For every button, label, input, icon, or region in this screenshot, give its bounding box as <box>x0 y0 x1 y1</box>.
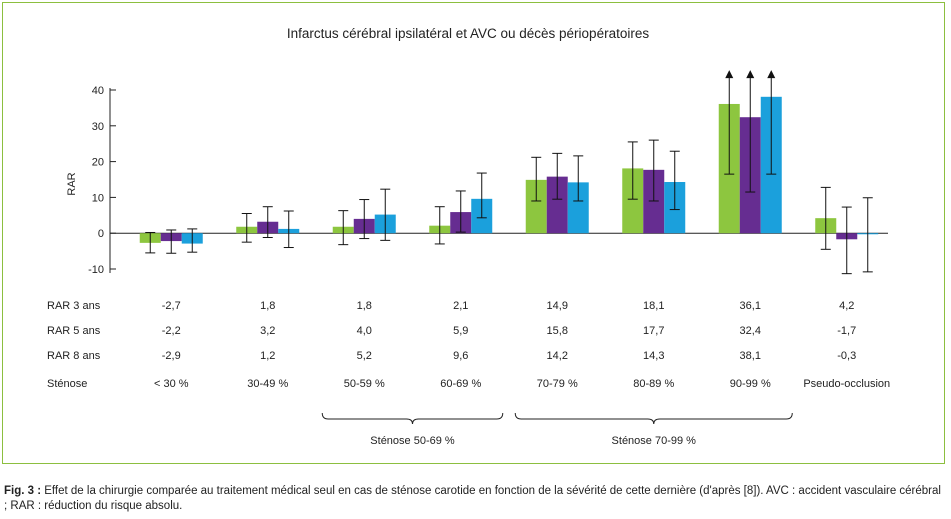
table-cell: 5,9 <box>453 325 468 337</box>
table-cell: 14,3 <box>643 350 664 362</box>
figure-frame: Infarctus cérébral ipsilatéral et AVC ou… <box>2 2 945 464</box>
bar <box>643 169 665 234</box>
rar-chart: Infarctus cérébral ipsilatéral et AVC ou… <box>47 26 890 447</box>
group-braces: Sténose 50-69 % Sténose 70-99 % <box>321 412 793 447</box>
y-tick-label: 20 <box>92 157 104 169</box>
bar <box>622 168 644 234</box>
table-cell: 3,2 <box>260 325 275 337</box>
category-label: 80-89 % <box>633 378 674 390</box>
error-bar-arrow <box>725 70 734 79</box>
table-cell: -2,9 <box>162 350 181 362</box>
category-label: 30-49 % <box>247 378 288 390</box>
error-bar-arrow <box>767 70 776 79</box>
table-cell: 5,2 <box>357 350 372 362</box>
caption-prefix: Fig. 3 : <box>4 485 42 497</box>
table-cell: -2,7 <box>162 300 181 312</box>
category-label: 90-99 % <box>730 378 771 390</box>
y-tick-label: 10 <box>92 192 104 204</box>
table-row-label: RAR 3 ans <box>47 300 101 312</box>
category-label: 60-69 % <box>440 378 481 390</box>
y-tick-label: 0 <box>98 228 104 240</box>
data-table: RAR 3 ans -2,7 1,8 1,8 2,1 14,9 18,1 36,1 4,2 RAR… <box>47 300 890 390</box>
table-row-label: RAR 8 ans <box>47 350 101 362</box>
group-label: Sténose 50-69 % <box>370 435 455 447</box>
table-cell: 1,2 <box>260 350 275 362</box>
table-cell: 17,7 <box>643 325 664 337</box>
bar <box>525 179 547 234</box>
stenose-row-label: Sténose <box>47 378 87 390</box>
bar <box>567 182 589 234</box>
category-label: Pseudo-occlusion <box>803 378 890 390</box>
table-cell: 1,8 <box>260 300 275 312</box>
y-axis-label: RAR <box>66 172 78 195</box>
error-bar-arrow <box>746 70 755 79</box>
table-cell: 38,1 <box>740 350 761 362</box>
category-label: 50-59 % <box>344 378 385 390</box>
table-cell: 18,1 <box>643 300 664 312</box>
error-bars <box>145 70 873 275</box>
table-cell: 4,2 <box>839 300 854 312</box>
table-cell: 36,1 <box>740 300 761 312</box>
table-cell: -1,7 <box>837 325 856 337</box>
table-cell: 4,0 <box>357 325 372 337</box>
table-cell: 32,4 <box>740 325 761 337</box>
group-brace <box>514 412 793 425</box>
caption-text: Effet de la chirurgie comparée au traite… <box>4 485 941 512</box>
table-row-label: RAR 5 ans <box>47 325 101 337</box>
bars <box>139 96 879 244</box>
y-tick-label: -10 <box>88 264 104 276</box>
table-cell: 14,9 <box>547 300 568 312</box>
figure-caption: Fig. 3 : Effet de la chirurgie comparée … <box>4 484 944 514</box>
y-tick-label: 40 <box>92 85 104 97</box>
y-tick-label: 30 <box>92 121 104 133</box>
table-cell: 9,6 <box>453 350 468 362</box>
category-label: < 30 % <box>154 378 189 390</box>
table-cell: 15,8 <box>547 325 568 337</box>
table-cell: 2,1 <box>453 300 468 312</box>
category-label: 70-79 % <box>537 378 578 390</box>
chart-title: Infarctus cérébral ipsilatéral et AVC ou… <box>287 26 649 41</box>
group-label: Sténose 70-99 % <box>612 435 697 447</box>
table-cell: -0,3 <box>837 350 856 362</box>
group-brace <box>321 412 504 425</box>
table-cell: 14,2 <box>547 350 568 362</box>
bar <box>546 176 568 234</box>
table-cell: -2,2 <box>162 325 181 337</box>
table-cell: 1,8 <box>357 300 372 312</box>
